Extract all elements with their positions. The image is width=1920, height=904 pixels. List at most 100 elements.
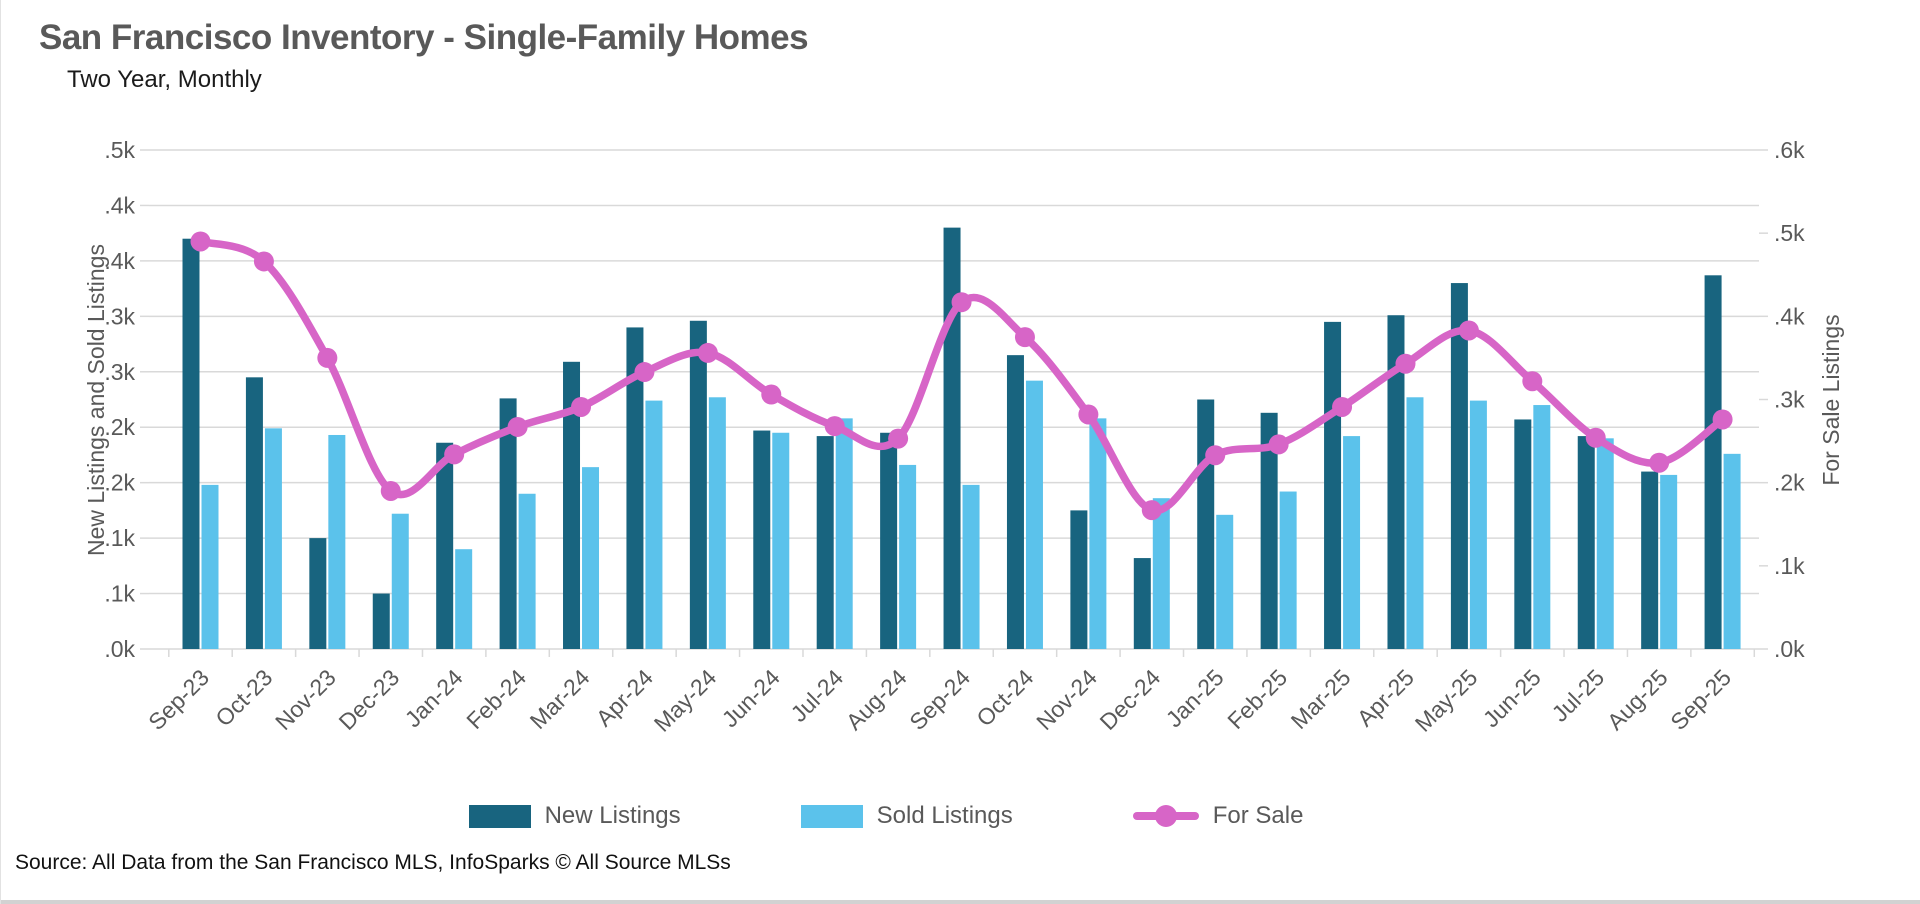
new-listings-bar <box>1450 283 1468 649</box>
for-sale-dot-swatch <box>1154 805 1177 827</box>
for-sale-point <box>1395 353 1416 374</box>
right-axis-tick-label: .5k <box>1774 220 1805 246</box>
new-listings-bar <box>1133 558 1151 649</box>
for-sale-point <box>1078 404 1099 425</box>
page-subtitle: Two Year, Monthly <box>67 66 262 93</box>
left-axis-tick-label: .3k <box>104 359 135 385</box>
right-axis-tick-label: .0k <box>1774 636 1805 662</box>
sold-listings-bar <box>1723 453 1741 649</box>
new-listings-bar <box>1197 399 1215 649</box>
sold-listings-bar <box>899 464 917 649</box>
x-tick-label: Sep-25 <box>1665 664 1736 735</box>
new-listings-bar <box>372 593 390 649</box>
new-listings-bar <box>943 227 961 649</box>
x-tick-label: Feb-25 <box>1222 664 1292 734</box>
sold-listings-bar <box>1279 491 1297 649</box>
for-sale-point <box>1522 371 1543 392</box>
new-listings-bar <box>1514 419 1532 649</box>
left-axis-tick-label: .4k <box>104 192 135 218</box>
new-listings-bar <box>1324 321 1342 649</box>
left-axis-tick-label: .1k <box>104 581 135 607</box>
new-listings-bar <box>1704 275 1722 649</box>
left-axis-tick-label: .2k <box>104 470 135 496</box>
sold-listings-bar <box>1596 438 1614 649</box>
for-sale-point <box>1649 452 1670 473</box>
for-sale-point <box>190 231 211 252</box>
sold-listings-bar <box>201 484 219 649</box>
sold-listings-swatch <box>800 804 863 828</box>
bottom-edge-strip <box>1 900 1920 904</box>
right-axis-tick-label: .3k <box>1774 387 1805 413</box>
for-sale-point <box>1141 500 1162 521</box>
sold-listings-bar <box>518 493 536 649</box>
sold-listings-bar <box>328 434 346 649</box>
x-tick-label: Jul-25 <box>1547 664 1610 727</box>
left-axis-tick-label: .5k <box>104 137 135 163</box>
for-sale-point <box>824 416 845 437</box>
for-sale-point <box>444 444 465 465</box>
legend-label-new-listings: New Listings <box>544 802 681 829</box>
x-tick-label: Dec-23 <box>333 664 404 735</box>
new-listings-bar <box>816 436 834 649</box>
sold-listings-bar <box>1660 474 1678 649</box>
sold-listings-bar <box>455 549 473 649</box>
sold-listings-bar <box>1089 418 1107 649</box>
sold-listings-bar <box>835 418 853 649</box>
legend-item-new-listings: New Listings <box>468 802 681 830</box>
for-sale-point <box>951 292 972 313</box>
new-listings-bar <box>563 361 581 649</box>
for-sale-point <box>888 428 909 449</box>
new-listings-bar <box>245 377 263 649</box>
for-sale-point <box>1458 320 1479 341</box>
new-listings-bar <box>880 432 898 649</box>
left-axis-tick-label: .3k <box>104 303 135 329</box>
left-axis-tick-label: .1k <box>104 525 135 551</box>
x-tick-label: Oct-24 <box>971 664 1038 731</box>
new-listings-bar <box>626 327 644 649</box>
x-tick-label: Mar-25 <box>1286 664 1356 734</box>
for-sale-point <box>253 251 274 272</box>
sold-listings-bar <box>264 428 282 649</box>
sold-listings-bar <box>1025 380 1043 649</box>
left-axis-tick-label: .2k <box>104 414 135 440</box>
new-listings-bar <box>436 442 454 649</box>
sold-listings-bar <box>1469 400 1487 649</box>
for-sale-point <box>1332 396 1353 417</box>
x-tick-label: Dec-24 <box>1095 664 1166 735</box>
plot-area: .0k .1k .1k .2k .2k .3k .3k .4k .4k .5k .0k .1k .2k.… <box>104 137 1805 737</box>
right-axis-tick-label: .1k <box>1774 553 1805 579</box>
sold-listings-bar <box>708 397 726 649</box>
new-listings-bar <box>1387 315 1405 649</box>
for-sale-point <box>1268 434 1289 455</box>
x-tick-label: Jul-24 <box>786 664 849 727</box>
new-listings-bar <box>1006 355 1024 649</box>
x-tick-label: Apr-24 <box>591 664 658 731</box>
right-axis-tick-label: .4k <box>1774 303 1805 329</box>
sold-listings-bar <box>1216 514 1234 649</box>
left-axis-tick-label: .4k <box>104 248 135 274</box>
x-tick-label: Jan-24 <box>400 664 468 732</box>
sold-listings-bar <box>645 400 663 649</box>
x-tick-label: Nov-24 <box>1031 664 1102 735</box>
for-sale-line-swatch <box>1132 805 1199 827</box>
new-listings-bar <box>1260 412 1278 649</box>
new-listings-bar <box>1070 510 1088 649</box>
for-sale-line <box>196 237 1727 515</box>
page-title: San Francisco Inventory - Single-Family … <box>39 18 809 57</box>
legend-item-sold-listings: Sold Listings <box>800 802 1013 830</box>
legend: New Listings Sold Listings For Sale <box>1 796 1771 836</box>
new-listings-bar <box>182 238 200 649</box>
new-listings-bar <box>1641 471 1659 649</box>
sold-listings-bar <box>582 467 600 649</box>
sold-listings-bar <box>962 484 980 649</box>
for-sale-point <box>1205 445 1226 466</box>
right-axis-tick-label: .6k <box>1774 137 1805 163</box>
x-tick-label: Jan-25 <box>1161 664 1229 732</box>
x-tick-label: Aug-24 <box>841 664 912 735</box>
legend-item-for-sale: For Sale <box>1132 802 1303 830</box>
sold-listings-bar <box>772 432 790 649</box>
x-tick-label: Apr-25 <box>1352 664 1419 731</box>
sold-listings-bar <box>1152 498 1170 649</box>
for-sale-point <box>634 362 655 383</box>
new-listings-bar <box>753 430 771 649</box>
